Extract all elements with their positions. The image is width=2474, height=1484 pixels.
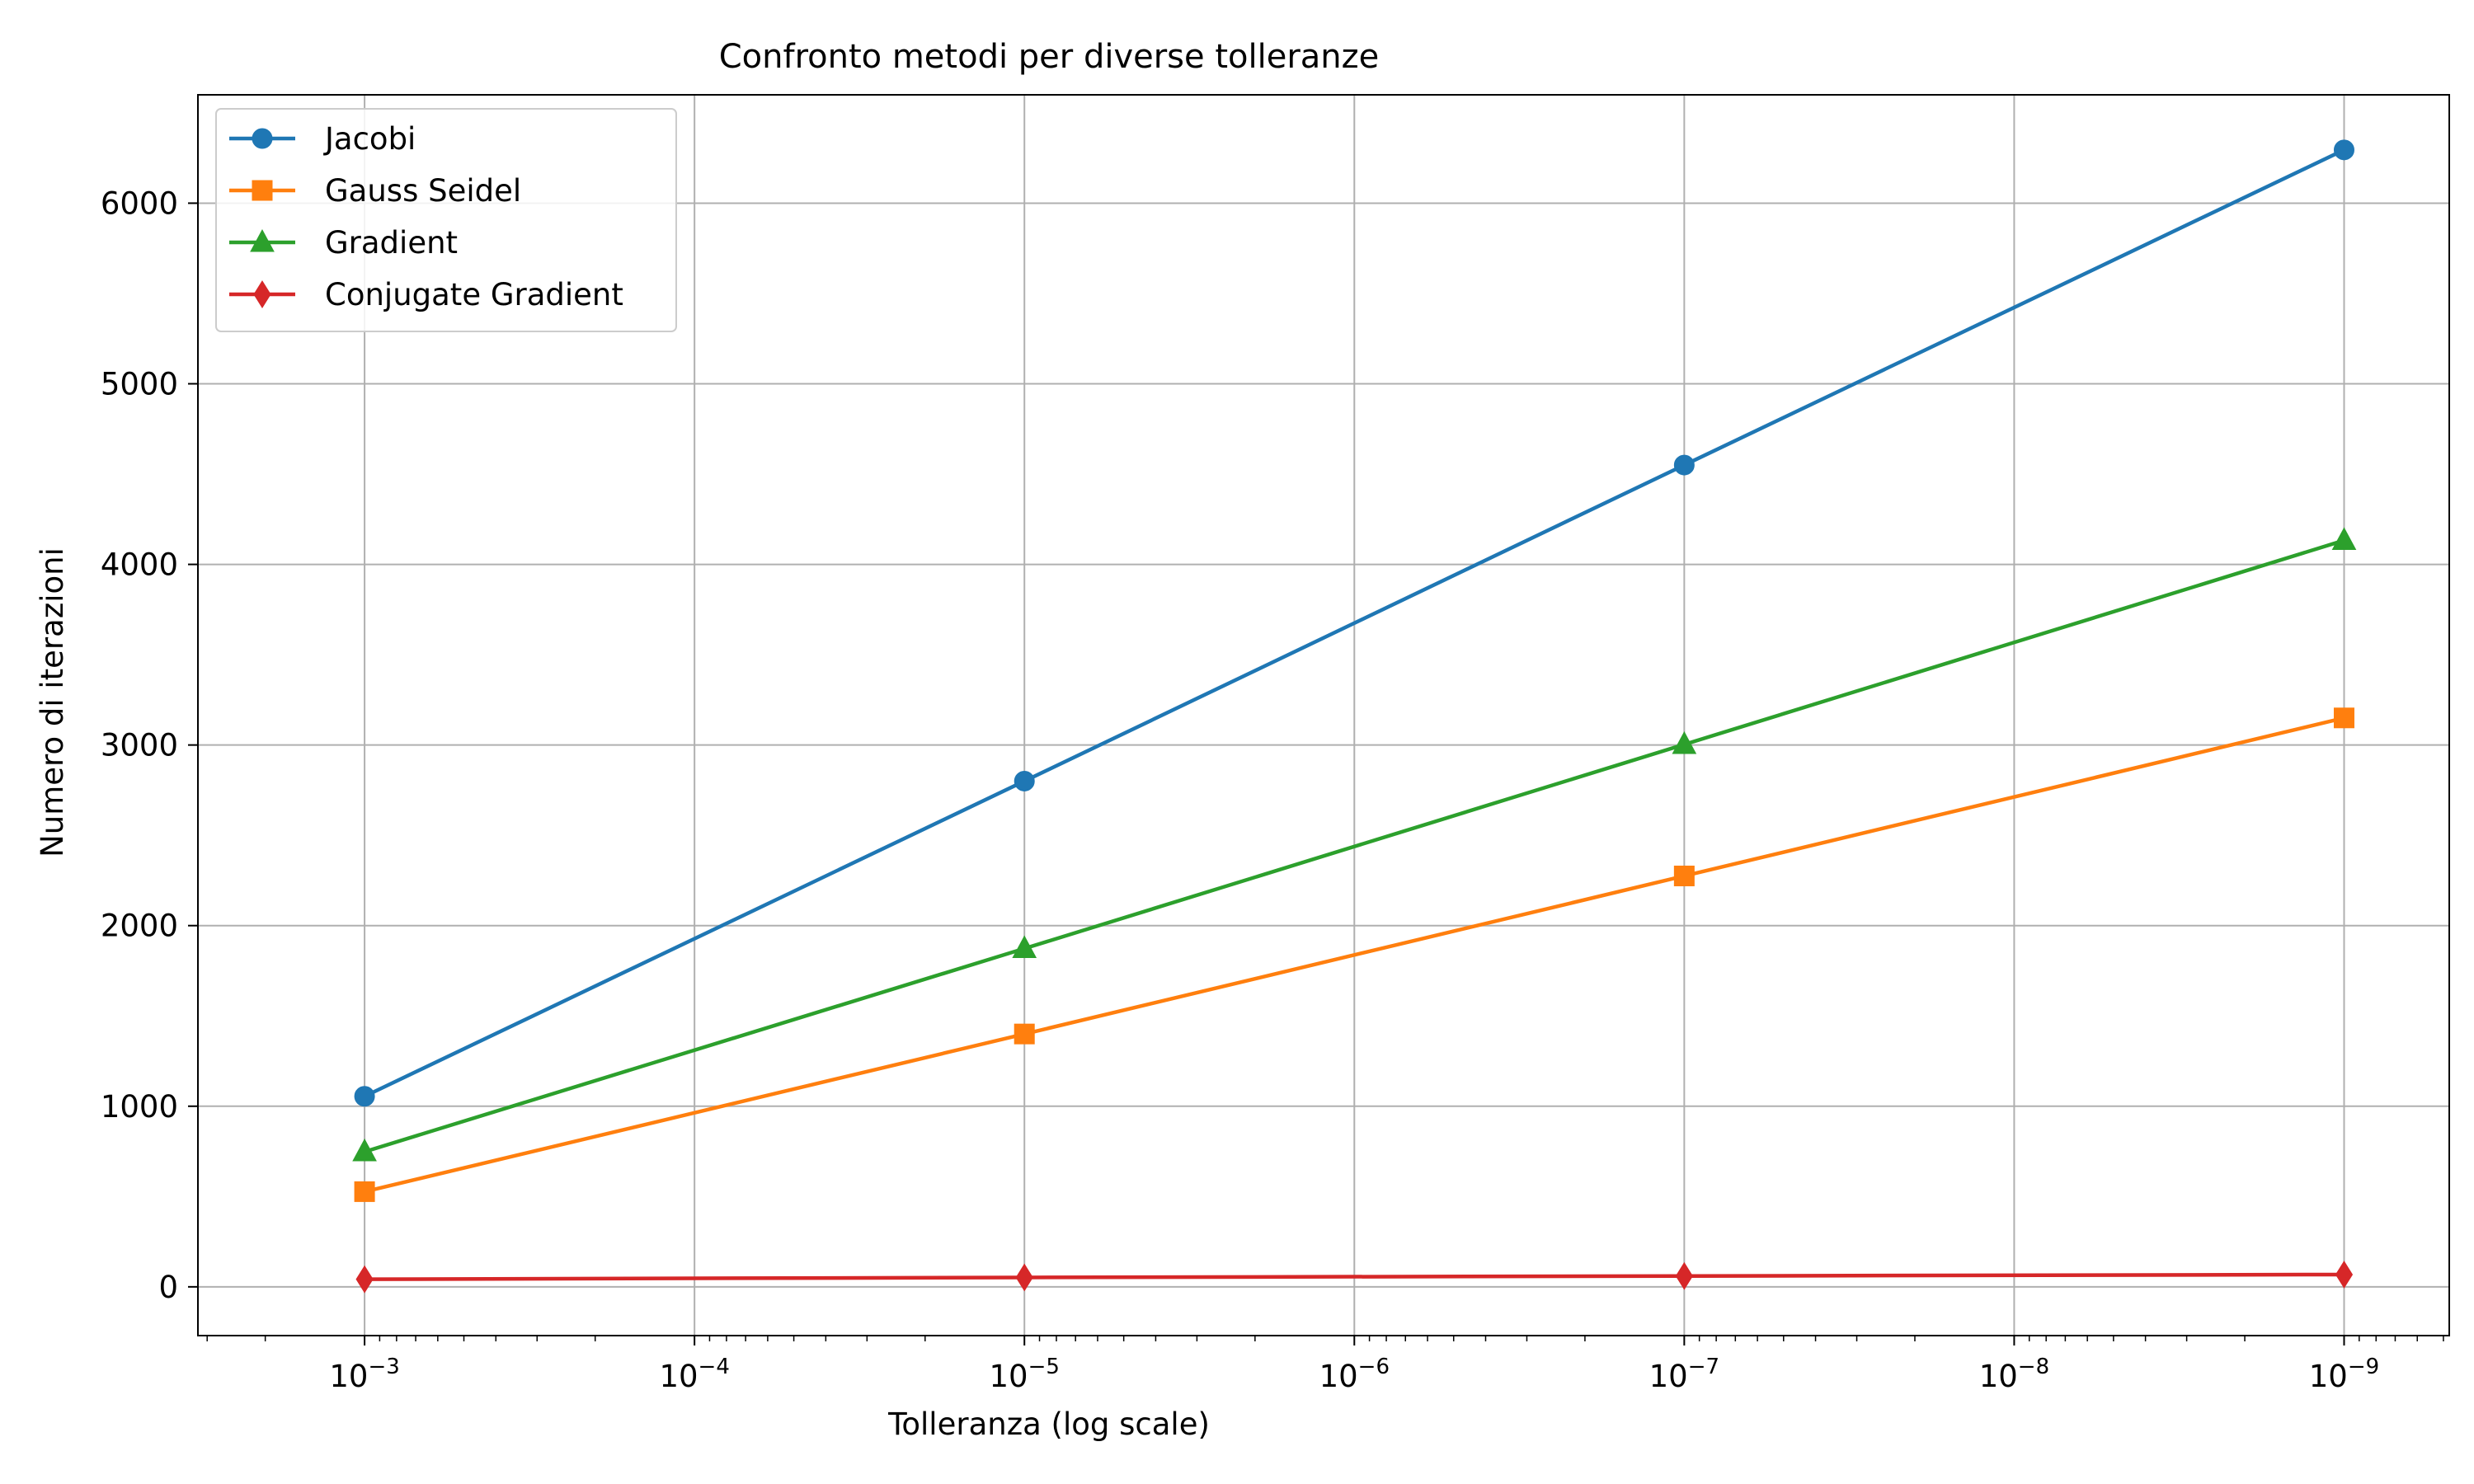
grid [198, 95, 2449, 1336]
x-axis-label: Tolleranza (log scale) [887, 1407, 1210, 1442]
legend-entry: Conjugate Gradient [229, 277, 623, 312]
legend-entry: Jacobi [229, 121, 416, 157]
data-point [2331, 527, 2357, 550]
y-tick-label: 0 [158, 1270, 178, 1305]
data-point [2333, 139, 2354, 161]
data-point [1673, 865, 1695, 886]
x-tick-label: 10−8 [1979, 1355, 2049, 1394]
legend-swatch-marker [250, 228, 275, 252]
y-tick-label: 5000 [101, 367, 178, 402]
y-axis-label: Numero di iterazioni [35, 547, 70, 857]
data-point [1012, 935, 1037, 959]
series-line [364, 716, 2345, 1194]
data-point [355, 1265, 374, 1294]
data-point [1015, 1263, 1033, 1292]
ticks: 10−3 10−4 10−5 10−6 10−7 10−8 10−9 0 1000 2000 300… [101, 186, 2444, 1394]
x-tick-label: 10−3 [329, 1355, 399, 1394]
x-tick-label: 10−9 [2309, 1355, 2379, 1394]
series-gradient [352, 527, 2357, 1162]
x-tick-label: 10−4 [659, 1355, 729, 1394]
y-tick-label: 1000 [101, 1089, 178, 1125]
x-tick-label: 10−7 [1649, 1355, 1719, 1394]
y-tick-label: 6000 [101, 186, 178, 221]
data-point [2335, 1261, 2354, 1289]
legend: Jacobi Gauss Seidel Gradient Conjugate Grad… [215, 108, 677, 332]
plot-frame [197, 94, 2450, 1336]
legend-box [215, 108, 677, 332]
data-point [1672, 730, 1697, 754]
series-gauss-seidel [354, 707, 2354, 1202]
data-point [1014, 1023, 1035, 1045]
data-point [352, 1138, 377, 1162]
data-point [2333, 707, 2354, 729]
y-tick-label: 3000 [101, 728, 178, 763]
data-point [354, 1181, 375, 1202]
series-line [364, 148, 2345, 1098]
chart-title: Confronto metodi per diverse tolleranze [719, 38, 1380, 76]
legend-label: Gradient [325, 225, 458, 261]
data-point [1673, 454, 1695, 476]
legend-swatch-marker [253, 280, 271, 308]
legend-label: Jacobi [323, 121, 416, 157]
x-tick-label: 10−6 [1319, 1355, 1390, 1394]
legend-entry: Gradient [229, 225, 458, 261]
data-point [1675, 1261, 1693, 1290]
series-layer [352, 139, 2357, 1294]
legend-entry: Gauss Seidel [229, 173, 521, 209]
legend-label: Gauss Seidel [325, 173, 521, 209]
data-point [354, 1086, 375, 1107]
series-jacobi [354, 139, 2354, 1107]
legend-swatch-marker [252, 180, 273, 201]
series-line [365, 1272, 2345, 1281]
series-line [364, 538, 2345, 1154]
data-point [1014, 770, 1035, 791]
x-tick-label: 10−5 [990, 1355, 1060, 1394]
y-tick-label: 4000 [101, 547, 178, 583]
y-tick-label: 2000 [101, 909, 178, 944]
legend-label: Conjugate Gradient [325, 277, 623, 312]
series-conjugate-gradient [355, 1261, 2354, 1294]
legend-swatch-marker [252, 128, 273, 149]
